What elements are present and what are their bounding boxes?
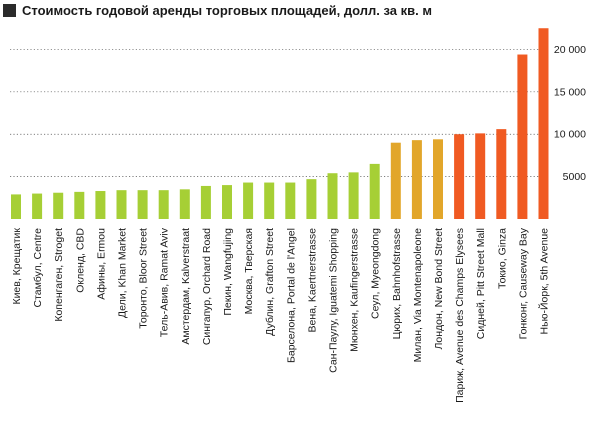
bar bbox=[179, 189, 190, 219]
y-tick-label: 5000 bbox=[563, 171, 587, 183]
category-label: Окленд, CBD bbox=[74, 228, 86, 293]
category-label: Афины, Ermou bbox=[95, 228, 107, 300]
bar bbox=[158, 190, 169, 219]
bar bbox=[306, 179, 317, 219]
category-label: Сан-Паулу, Iguatemi Shopping bbox=[328, 228, 340, 373]
category-label: Гонконг, Causeway Bay bbox=[517, 227, 529, 339]
bar bbox=[517, 54, 528, 219]
y-axis-tick-labels: 5000 10 000 15 000 20 000 bbox=[554, 44, 586, 183]
bar bbox=[32, 193, 43, 219]
y-tick-label: 15 000 bbox=[554, 86, 586, 98]
bar bbox=[137, 190, 148, 219]
bar bbox=[74, 191, 85, 219]
category-label: Сидней, Pitt Street Mall bbox=[475, 228, 487, 339]
bar bbox=[264, 182, 275, 219]
category-label: Сеул, Myeongdong bbox=[370, 228, 382, 319]
category-label: Дели, Khan Market bbox=[117, 228, 129, 318]
category-label: Барселона, Portal de l'Angel bbox=[285, 228, 297, 363]
category-label: Токио, Ginza bbox=[496, 228, 508, 289]
category-label: Киев, Крещатик bbox=[11, 228, 23, 305]
bar bbox=[222, 185, 232, 219]
title-marker bbox=[3, 4, 16, 17]
bar bbox=[390, 142, 401, 219]
category-labels: Киев, Крещатик Стамбул, Centre Копенгаген,… bbox=[11, 227, 551, 403]
bar bbox=[433, 139, 443, 219]
bar bbox=[116, 190, 127, 219]
chart-title: Стоимость годовой аренды торговых площад… bbox=[22, 3, 432, 18]
bar bbox=[11, 194, 21, 219]
category-label: Сингапур, Orchard Road bbox=[201, 228, 213, 345]
bar bbox=[327, 173, 338, 219]
category-label: Париж, Avenue des Champs Elysees bbox=[454, 228, 466, 403]
bar bbox=[454, 134, 465, 219]
bar bbox=[475, 133, 486, 219]
bar bbox=[243, 182, 254, 219]
bar bbox=[95, 191, 106, 219]
bar bbox=[496, 129, 507, 219]
category-label: Тель-Авив, Ramat Aviv bbox=[159, 227, 171, 337]
gridlines bbox=[10, 49, 546, 177]
bars bbox=[11, 28, 549, 219]
category-label: Амстердам, Kalverstraat bbox=[180, 228, 192, 345]
category-label: Москва, Тверская bbox=[243, 228, 255, 314]
category-label: Стамбул, Centre bbox=[32, 228, 44, 308]
category-label: Копенгаген, Stroget bbox=[53, 228, 65, 322]
category-label: Дублин, Grafton Street bbox=[264, 228, 276, 336]
bar bbox=[348, 172, 359, 219]
category-label: Лондон, New Bond Street bbox=[433, 228, 445, 350]
category-label: Нью-Йорк, 5th Avenue bbox=[538, 228, 551, 335]
category-label: Цюрих, Bahnhofstrasse bbox=[391, 228, 403, 340]
y-tick-label: 20 000 bbox=[554, 44, 586, 56]
bar bbox=[200, 185, 211, 219]
bar bbox=[369, 163, 380, 219]
category-label: Вена, Kaertnerstrasse bbox=[306, 228, 318, 333]
bar bbox=[285, 182, 296, 219]
y-tick-label: 10 000 bbox=[554, 129, 586, 141]
category-label: Милан, Via Montenapoleone bbox=[412, 228, 424, 363]
category-label: Торонто, Bloor Street bbox=[138, 228, 150, 329]
bar bbox=[538, 28, 549, 219]
bar bbox=[411, 140, 422, 219]
bar bbox=[53, 192, 64, 219]
category-label: Мюнхен, Kaufingerstrasse bbox=[349, 228, 361, 352]
category-label: Пекин, Wangfujing bbox=[222, 228, 234, 316]
